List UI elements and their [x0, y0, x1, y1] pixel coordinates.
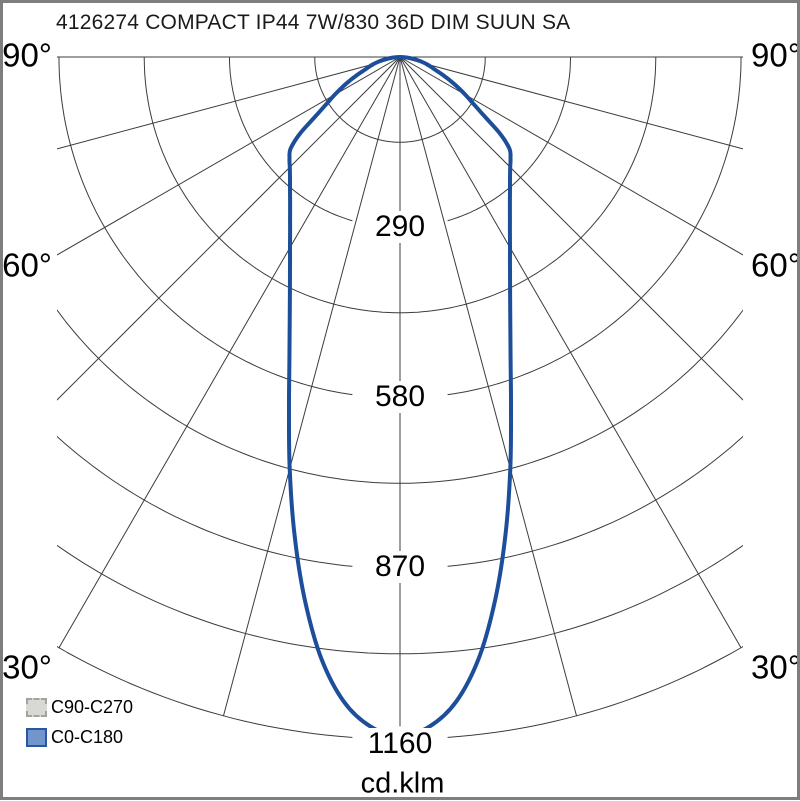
legend-label-c90-c270: C90-C270	[51, 697, 134, 717]
ring-label-870: 870	[367, 551, 433, 583]
chart-title: 4126274 COMPACT IP44 7W/830 36D DIM SUUN…	[56, 11, 571, 34]
angle-label-right-60: 60°	[751, 246, 800, 284]
ring-label-580: 580	[367, 381, 433, 413]
legend: C90-C270 C0-C180	[26, 692, 133, 752]
ring-label-1160: 1160	[360, 728, 440, 760]
angle-label-right-30: 30°	[751, 648, 800, 686]
angle-label-right-90: 90°	[751, 36, 800, 74]
polar-grid	[57, 56, 743, 738]
angle-label-left-30: 30°	[2, 648, 52, 686]
ring-label-290: 290	[367, 211, 433, 243]
legend-item-c90-c270: C90-C270	[26, 692, 133, 722]
legend-item-c0-c180: C0-C180	[26, 722, 133, 752]
angle-label-left-90: 90°	[2, 36, 52, 74]
legend-swatch-c0-c180	[26, 727, 47, 747]
legend-swatch-c90-c270	[26, 697, 47, 717]
angle-label-left-60: 60°	[2, 246, 52, 284]
legend-label-c0-c180: C0-C180	[51, 727, 124, 747]
unit-label: cd.klm	[360, 767, 445, 800]
